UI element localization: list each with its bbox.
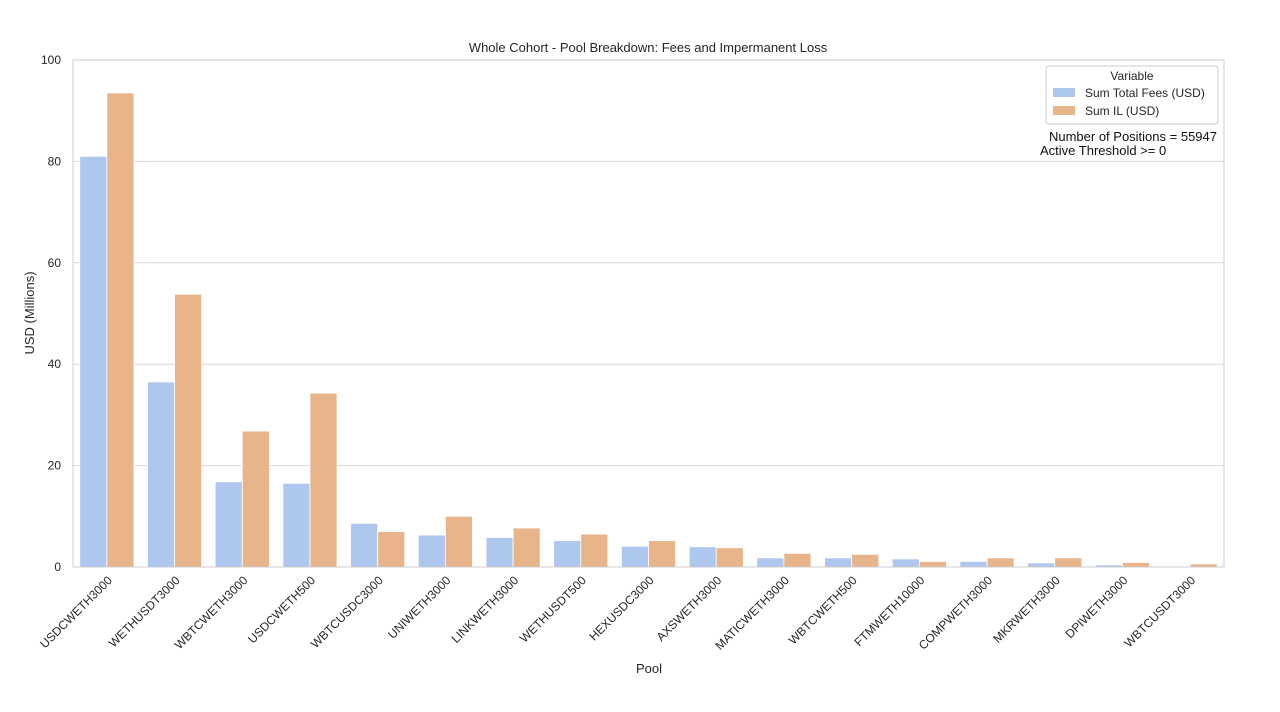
bar-mkrweth3000-il bbox=[1054, 557, 1083, 568]
bar-wbtcweth500-fees bbox=[824, 557, 853, 568]
bar-usdcweth3000-il bbox=[106, 92, 135, 568]
bar-axsweth3000-fees bbox=[688, 546, 717, 568]
bar-maticweth3000-il bbox=[783, 552, 812, 568]
x-tick-label-uniweth3000: UNIWETH3000 bbox=[385, 573, 454, 642]
legend-label-il: Sum IL (USD) bbox=[1085, 104, 1159, 118]
x-tick-label-wethusdt500: WETHUSDT500 bbox=[517, 573, 589, 645]
annotation-positions: Number of Positions = 55947 bbox=[1049, 129, 1217, 144]
bar-mkrweth3000-fees bbox=[1027, 562, 1056, 568]
bar-usdcweth500-fees bbox=[282, 482, 311, 568]
bar-compweth3000-fees bbox=[959, 561, 988, 568]
x-tick-label-wethusdt3000: WETHUSDT3000 bbox=[106, 573, 183, 650]
bar-hexusdc3000-fees bbox=[621, 545, 649, 568]
y-tick-label-100: 100 bbox=[41, 53, 61, 67]
bar-wethusdt500-fees bbox=[553, 540, 582, 568]
bar-linkweth3000-fees bbox=[485, 537, 514, 568]
legend-swatch-fees bbox=[1053, 88, 1075, 97]
bar-wbtcusdc3000-fees bbox=[350, 523, 379, 568]
bar-ftmweth10000-fees bbox=[891, 558, 920, 568]
x-axis-label: Pool bbox=[636, 661, 662, 676]
bar-dpiweth3000-il bbox=[1122, 562, 1150, 568]
bars bbox=[79, 92, 1218, 568]
chart-title: Whole Cohort - Pool Breakdown: Fees and … bbox=[469, 40, 828, 55]
y-tick-labels: 0 20 40 60 80 100 bbox=[41, 53, 61, 574]
x-tick-label-hexusdc3000: HEXUSDC3000 bbox=[586, 573, 656, 643]
x-tick-label-mkrweth3000: MKRWETH3000 bbox=[990, 573, 1063, 646]
x-tick-label-wbtcusdc3000: WBTCUSDC3000 bbox=[308, 573, 386, 651]
x-tick-label-ftmweth10000: FTMWETH10000 bbox=[852, 573, 928, 649]
x-tick-labels: USDCWETH3000WETHUSDT3000WBTCWETH3000USDC… bbox=[37, 573, 1198, 653]
bar-compweth3000-il bbox=[986, 557, 1015, 568]
x-tick-label-wbtcweth3000: WBTCWETH3000 bbox=[172, 573, 251, 652]
x-tick-label-axsweth3000: AXSWETH3000 bbox=[654, 573, 725, 644]
y-tick-label-80: 80 bbox=[48, 154, 62, 168]
x-tick-label-linkweth3000: LINKWETH3000 bbox=[449, 573, 522, 646]
x-tick-label-dpiweth3000: DPIWETH3000 bbox=[1063, 573, 1131, 641]
bar-uniweth3000-fees bbox=[417, 534, 446, 568]
x-tick-label-wbtcweth500: WBTCWETH500 bbox=[786, 573, 860, 647]
bar-usdcweth500-il bbox=[309, 392, 338, 568]
legend-box bbox=[1045, 65, 1219, 125]
x-tick-label-usdcweth3000: USDCWETH3000 bbox=[37, 573, 115, 651]
bar-axsweth3000-il bbox=[715, 547, 744, 568]
y-tick-label-20: 20 bbox=[48, 459, 62, 473]
legend-label-fees: Sum Total Fees (USD) bbox=[1085, 86, 1205, 100]
bar-wbtcweth3000-fees bbox=[214, 481, 243, 568]
bar-wbtcusdc3000-il bbox=[377, 531, 406, 568]
bar-linkweth3000-il bbox=[512, 527, 541, 568]
bar-ftmweth10000-il bbox=[918, 561, 947, 568]
bar-wethusdt3000-fees bbox=[147, 381, 175, 568]
y-axis-label: USD (Millions) bbox=[22, 271, 37, 354]
y-tick-label-40: 40 bbox=[48, 357, 62, 371]
x-tick-label-maticweth3000: MATICWETH3000 bbox=[712, 573, 792, 653]
bar-usdcweth3000-fees bbox=[79, 155, 108, 568]
x-tick-label-wbtcusdt3000: WBTCUSDT3000 bbox=[1121, 573, 1198, 650]
legend-title: Variable bbox=[1110, 69, 1153, 83]
bar-wethusdt3000-il bbox=[174, 293, 203, 568]
bar-hexusdc3000-il bbox=[648, 540, 676, 568]
bar-wbtcweth3000-il bbox=[241, 430, 270, 568]
x-tick-label-compweth3000: COMPWETH3000 bbox=[916, 573, 995, 652]
x-tick-label-usdcweth500: USDCWETH500 bbox=[245, 573, 318, 646]
plot-frame bbox=[72, 59, 1225, 568]
bar-uniweth3000-il bbox=[444, 515, 473, 568]
legend-swatch-il bbox=[1053, 106, 1075, 115]
bar-wethusdt500-il bbox=[580, 533, 609, 568]
y-tick-label-0: 0 bbox=[54, 560, 61, 574]
bar-wbtcweth500-il bbox=[851, 553, 880, 568]
annotation-threshold: Active Threshold >= 0 bbox=[1040, 143, 1166, 158]
bar-maticweth3000-fees bbox=[756, 557, 785, 568]
y-tick-label-60: 60 bbox=[48, 256, 62, 270]
legend: Variable Sum Total Fees (USD) Sum IL (US… bbox=[1045, 65, 1219, 125]
